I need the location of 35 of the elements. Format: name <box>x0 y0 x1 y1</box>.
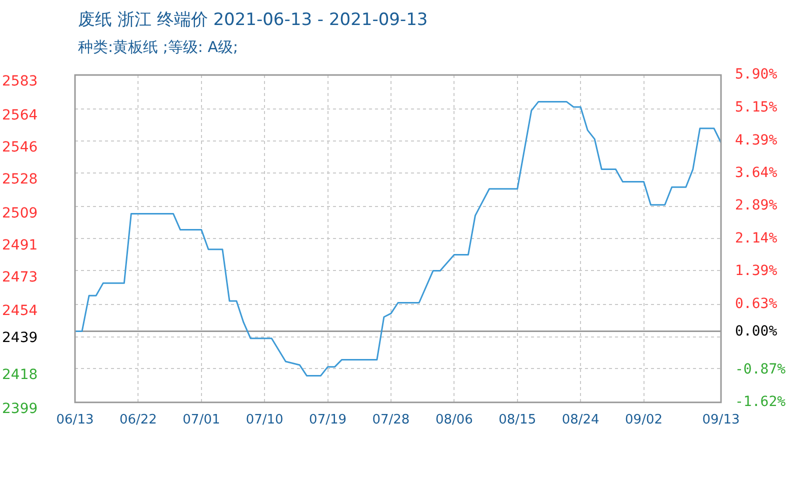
x-tick-label: 07/01 <box>182 412 220 428</box>
x-tick-label: 07/10 <box>246 412 284 428</box>
x-tick-label: 07/19 <box>309 412 347 428</box>
y2-tick-label: -1.62% <box>735 394 786 410</box>
y-tick-label: 2439 <box>2 330 38 346</box>
y-tick-label: 2491 <box>2 237 38 254</box>
x-tick-label: 06/22 <box>119 412 157 428</box>
y2-tick-label: 0.00% <box>735 324 778 340</box>
y-tick-label: 2509 <box>2 205 38 222</box>
y-tick-label: 2418 <box>2 367 38 384</box>
x-tick-label: 08/24 <box>562 412 600 428</box>
y2-tick-label: 5.15% <box>735 99 778 116</box>
x-tick-label: 09/02 <box>625 412 662 428</box>
y-tick-label: 2583 <box>2 74 38 90</box>
y-tick-label: 2399 <box>2 401 38 418</box>
x-tick-label: 08/15 <box>498 412 536 428</box>
y2-tick-label: 2.89% <box>735 198 778 214</box>
y2-tick-label: 4.39% <box>735 132 778 148</box>
y2-tick-label: 5.90% <box>735 66 778 83</box>
x-tick-label: 08/06 <box>435 412 473 428</box>
y-tick-label: 2473 <box>2 269 38 286</box>
y-tick-label: 2454 <box>2 303 38 320</box>
y2-tick-label: 2.14% <box>735 230 778 246</box>
chart-title: 废纸 浙江 终端价 2021-06-13 - 2021-09-13 <box>78 9 428 31</box>
y2-tick-label: 3.64% <box>735 165 778 182</box>
y2-tick-label: 1.39% <box>735 262 778 279</box>
chart-subtitle: 种类:黄板纸 ;等级: A级; <box>78 38 238 57</box>
y2-tick-label: 0.63% <box>735 296 778 312</box>
y-tick-label: 2528 <box>2 172 38 188</box>
x-tick-label: 06/13 <box>56 412 94 428</box>
x-tick-label: 09/13 <box>702 412 740 428</box>
y-tick-label: 2546 <box>2 139 38 156</box>
x-tick-label: 07/28 <box>372 412 410 428</box>
y2-tick-label: -0.87% <box>735 361 786 378</box>
y-tick-label: 2564 <box>2 107 38 124</box>
